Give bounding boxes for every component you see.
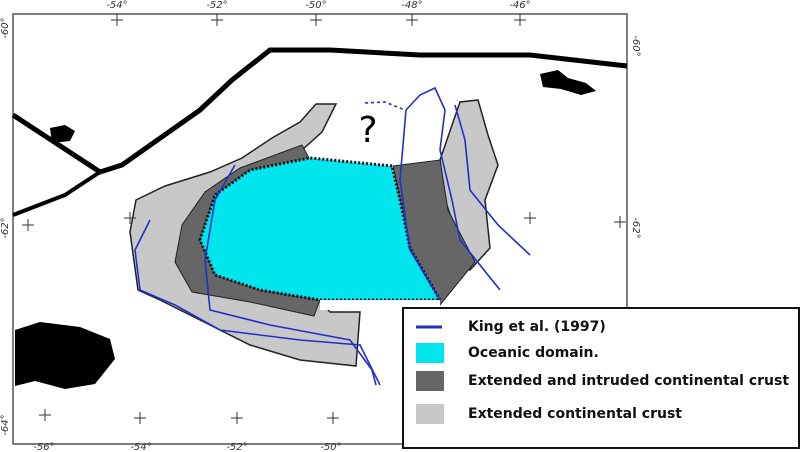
king-line bbox=[364, 101, 406, 111]
grid-cross bbox=[310, 14, 322, 26]
grid-cross bbox=[39, 409, 51, 421]
top-tick-label: -52° bbox=[206, 0, 227, 11]
top-tick-label: -54° bbox=[106, 0, 127, 11]
grid-cross bbox=[111, 14, 123, 26]
grid-cross bbox=[514, 14, 526, 26]
bottom-tick-label: -52° bbox=[226, 442, 247, 452]
left-tick-label: -60° bbox=[0, 17, 11, 38]
left-tick-label: -64° bbox=[0, 414, 11, 435]
legend-swatch bbox=[416, 404, 444, 424]
grid-cross bbox=[231, 412, 243, 424]
right-tick-label: -62° bbox=[630, 217, 641, 238]
coastline bbox=[12, 170, 102, 217]
king-lines bbox=[134, 86, 531, 386]
right-tick-label: -60° bbox=[630, 35, 641, 56]
coastline bbox=[11, 47, 628, 175]
grid-cross bbox=[614, 216, 626, 228]
bottom-tick-label: -54° bbox=[130, 442, 151, 452]
king-line bbox=[204, 164, 377, 386]
left-tick-label: -62° bbox=[0, 217, 11, 238]
grid-cross bbox=[406, 14, 418, 26]
top-tick-label: -50° bbox=[305, 0, 326, 11]
grid-cross bbox=[22, 219, 34, 231]
legend bbox=[402, 307, 800, 449]
king-line bbox=[405, 86, 501, 291]
bottom-tick-label: -56° bbox=[33, 442, 54, 452]
legend-label: Extended continental crust bbox=[468, 406, 682, 422]
grid-cross bbox=[134, 412, 146, 424]
king-line bbox=[399, 109, 441, 301]
grid-cross bbox=[327, 412, 339, 424]
king-line bbox=[454, 104, 531, 256]
legend-label: Extended and intruded continental crust bbox=[468, 373, 789, 389]
legend-label: King et al. (1997) bbox=[468, 319, 606, 335]
legend-label: Oceanic domain. bbox=[468, 345, 599, 361]
top-tick-label: -46° bbox=[509, 0, 530, 11]
grid-cross bbox=[124, 212, 136, 224]
grid-cross bbox=[211, 14, 223, 26]
legend-swatch bbox=[416, 371, 444, 391]
oceanic-domain bbox=[198, 156, 443, 302]
annotation: ? bbox=[358, 110, 377, 151]
king-line bbox=[134, 219, 381, 386]
top-tick-label: -48° bbox=[401, 0, 422, 11]
legend-swatch bbox=[416, 343, 444, 363]
grid-cross bbox=[524, 212, 536, 224]
gap bbox=[320, 300, 440, 310]
bottom-tick-label: -50° bbox=[320, 442, 341, 452]
island bbox=[15, 70, 596, 389]
